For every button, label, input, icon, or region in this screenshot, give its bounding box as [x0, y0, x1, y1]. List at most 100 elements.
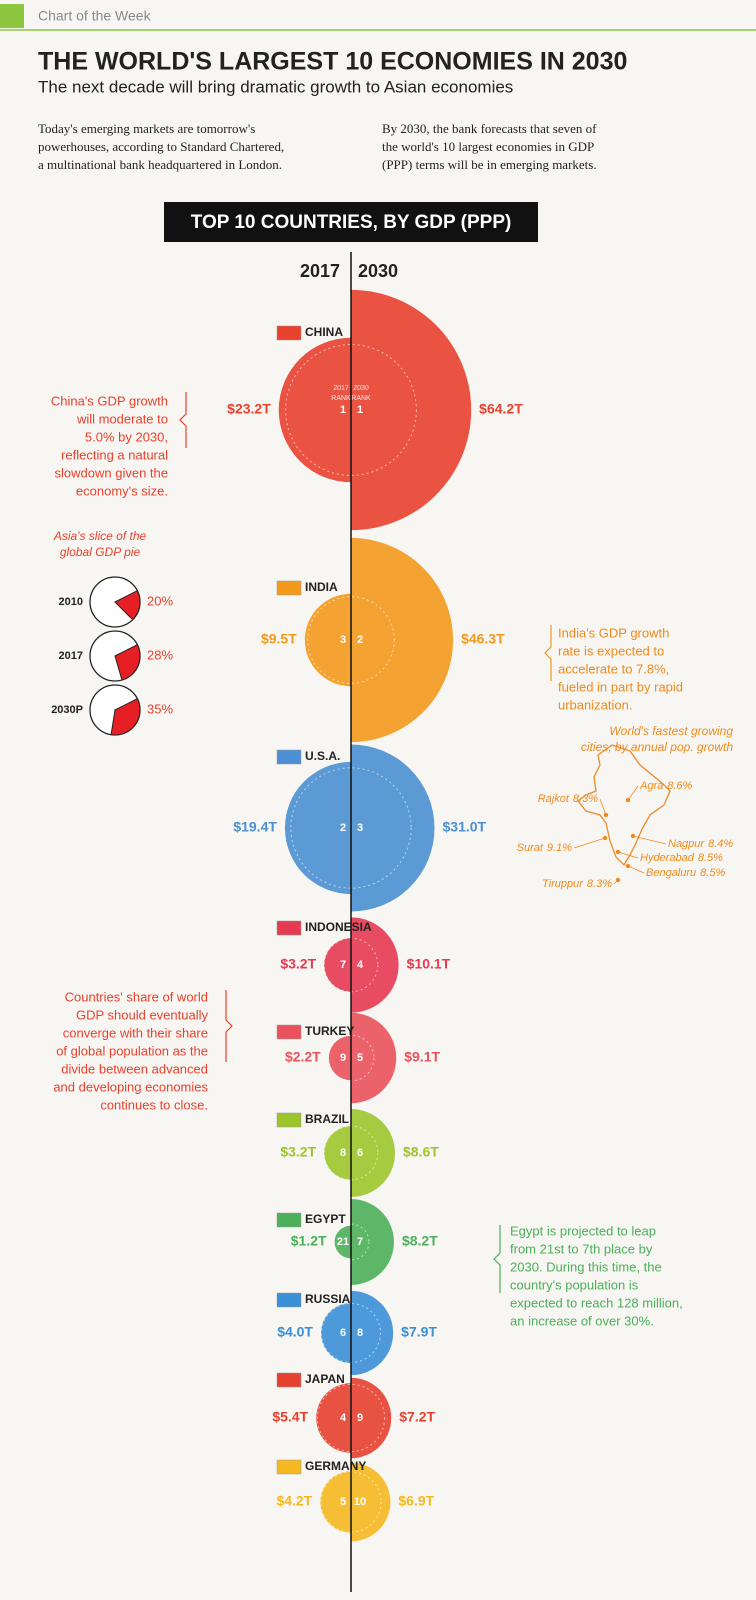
pie-title: Asia's slice of the	[53, 529, 147, 543]
rank-heading: RANK	[331, 395, 351, 402]
rank: 7	[340, 959, 346, 971]
rank: 6	[357, 1147, 363, 1159]
city-leader	[573, 837, 606, 849]
rank: 8	[357, 1327, 363, 1339]
value-label: $19.4T	[233, 819, 277, 835]
country-label: RUSSIA	[305, 1292, 351, 1306]
rank: 4	[357, 959, 364, 971]
year-2017: 2017	[300, 261, 340, 281]
value-label: $23.2T	[227, 401, 271, 417]
flag	[276, 1024, 302, 1040]
annotation: of global population as the	[56, 1043, 208, 1058]
city-leader	[627, 785, 639, 801]
half-bubble	[351, 1109, 395, 1197]
annotation: China's GDP growth	[51, 393, 168, 408]
subtitle: The next decade will bring dramatic grow…	[38, 77, 513, 96]
city-name: Tiruppur	[542, 878, 584, 890]
country-label: CHINA	[305, 325, 343, 339]
annotation: India's GDP growth	[558, 625, 669, 640]
annotation: will moderate to	[76, 411, 168, 426]
city-value: 8.6%	[667, 780, 692, 792]
half-bubble	[351, 1290, 394, 1376]
rank: 9	[340, 1052, 346, 1064]
rank-heading: 2017	[333, 385, 349, 392]
title: THE WORLD'S LARGEST 10 ECONOMIES IN 2030	[38, 48, 627, 76]
city-name: Bengaluru	[646, 867, 696, 879]
value-label: $5.4T	[272, 1409, 308, 1425]
pie-title: global GDP pie	[60, 545, 141, 559]
bracket	[225, 990, 233, 1062]
year-2030: 2030	[358, 261, 398, 281]
half-bubble	[351, 1377, 392, 1459]
pie-value: 20%	[147, 593, 173, 608]
value-label: $64.2T	[479, 401, 523, 417]
tag: Chart of the Week	[38, 8, 152, 24]
city-value: 8.3%	[587, 878, 612, 890]
annotation: continues to close.	[100, 1097, 208, 1112]
city-label: Surat 9.1%	[517, 842, 573, 854]
rank: 1	[357, 404, 363, 416]
pie-label: 2010	[59, 596, 83, 608]
intro-text: By 2030, the bank forecasts that seven o…	[382, 121, 597, 136]
half-bubble	[328, 1035, 351, 1081]
country-label: EGYPT	[305, 1212, 346, 1226]
half-bubble	[324, 938, 351, 992]
value-label: $9.5T	[261, 631, 297, 647]
half-bubble	[351, 744, 435, 912]
city-name: Surat	[517, 842, 544, 854]
half-bubble	[351, 1199, 394, 1285]
chart-title: TOP 10 COUNTRIES, BY GDP (PPP)	[191, 212, 512, 233]
half-bubble	[304, 593, 351, 687]
half-bubble	[351, 289, 472, 531]
flag	[276, 580, 302, 596]
city-leader	[617, 851, 639, 859]
rank: 21	[337, 1236, 349, 1248]
intro-text: (PPP) terms will be in emerging markets.	[382, 157, 597, 172]
rank: 9	[357, 1412, 363, 1424]
city-name: Agra	[639, 780, 663, 792]
city-value: 8.4%	[708, 838, 733, 850]
bracket	[179, 392, 187, 448]
bubble-ring	[290, 767, 412, 889]
intro-text: a multinational bank headquartered in Lo…	[38, 157, 282, 172]
rank: 2	[357, 634, 363, 646]
city-name: Rajkot	[538, 793, 570, 805]
country-label: INDIA	[305, 580, 338, 594]
rank-heading: 2030	[353, 385, 369, 392]
city-value: 8.5%	[698, 852, 723, 864]
bubble-ring	[285, 344, 417, 476]
bubble-ring	[316, 1383, 386, 1453]
value-label: $31.0T	[443, 819, 487, 835]
rank: 3	[357, 822, 363, 834]
value-label: $3.2T	[280, 1144, 316, 1160]
rank: 2	[340, 822, 346, 834]
value-label: $9.1T	[404, 1049, 440, 1065]
bubble-ring	[332, 1223, 370, 1261]
rank: 6	[340, 1327, 346, 1339]
flag	[276, 1459, 302, 1475]
value-label: $4.2T	[276, 1493, 312, 1509]
annotation: country's population is	[510, 1277, 639, 1292]
annotation: an increase of over 30%.	[510, 1313, 654, 1328]
pie-label: 2017	[59, 650, 83, 662]
pie-wedge	[110, 697, 141, 736]
value-label: $8.6T	[403, 1144, 439, 1160]
bracket	[493, 1225, 501, 1293]
city-value: 8.5%	[700, 867, 725, 879]
annotation: reflecting a natural	[61, 447, 168, 462]
rank: 5	[357, 1052, 363, 1064]
annotation: slowdown given the	[55, 465, 168, 480]
value-label: $4.0T	[277, 1324, 313, 1340]
pie-value: 28%	[147, 647, 173, 662]
country-label: GERMANY	[305, 1459, 366, 1473]
city-value: 8.3%	[573, 793, 598, 805]
city-label: Hyderabad 8.5%	[640, 852, 723, 864]
annotation: 2030. During this time, the	[510, 1259, 662, 1274]
rank: 8	[340, 1147, 346, 1159]
city-name: Hyderabad	[640, 852, 695, 864]
city-label: Bengaluru 8.5%	[646, 867, 725, 879]
city-leader	[627, 865, 645, 874]
value-label: $6.9T	[398, 1493, 434, 1509]
half-bubble	[351, 917, 399, 1013]
